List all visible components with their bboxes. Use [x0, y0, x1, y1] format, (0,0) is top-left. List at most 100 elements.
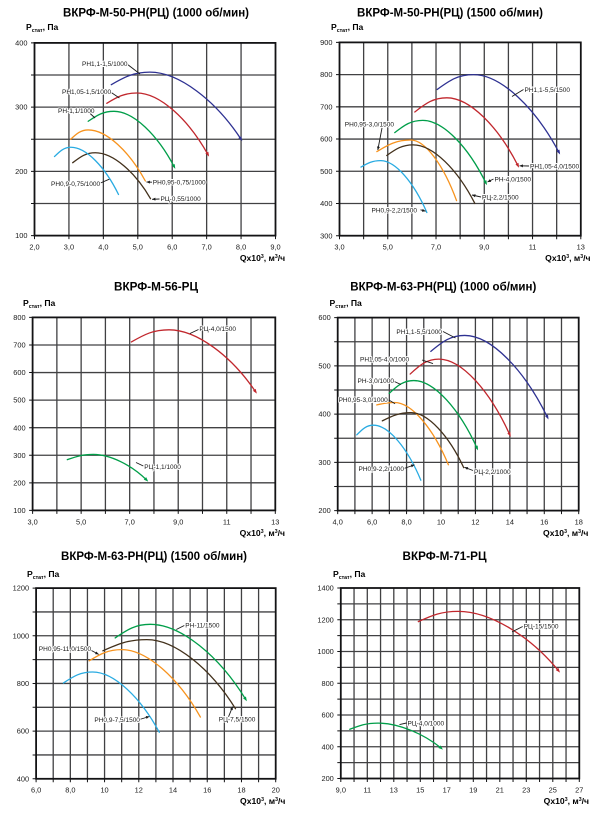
svg-text:700: 700 — [320, 102, 332, 111]
svg-text:ВКРФ-М-63-РН(РЦ) (1500 об/мин): ВКРФ-М-63-РН(РЦ) (1500 об/мин) — [61, 549, 247, 563]
svg-text:ВКРФ-М-50-РН(РЦ) (1000 об/мин): ВКРФ-М-50-РН(РЦ) (1000 об/мин) — [63, 5, 249, 19]
svg-text:8,0: 8,0 — [401, 518, 411, 527]
svg-text:27: 27 — [575, 785, 583, 794]
svg-text:Qx103, м3/ч: Qx103, м3/ч — [545, 253, 590, 263]
svg-text:РН0,95-11,0/1500: РН0,95-11,0/1500 — [39, 646, 92, 653]
svg-text:400: 400 — [13, 423, 25, 432]
svg-text:1400: 1400 — [317, 584, 333, 593]
svg-text:Qx103, м3/ч: Qx103, м3/ч — [544, 796, 589, 806]
svg-text:17: 17 — [443, 785, 451, 794]
svg-text:400: 400 — [15, 39, 27, 48]
svg-text:4,0: 4,0 — [98, 243, 108, 252]
svg-text:РН-4,0/1500: РН-4,0/1500 — [495, 176, 532, 183]
svg-text:ВКРФ-М-56-РЦ: ВКРФ-М-56-РЦ — [114, 280, 198, 294]
svg-text:700: 700 — [13, 341, 25, 350]
svg-text:РН0,95-3,0/1500: РН0,95-3,0/1500 — [345, 122, 395, 129]
svg-text:8,0: 8,0 — [65, 786, 75, 795]
svg-text:5,0: 5,0 — [383, 243, 393, 252]
svg-text:200: 200 — [15, 167, 27, 176]
svg-text:11: 11 — [363, 785, 371, 794]
svg-text:12: 12 — [135, 786, 143, 795]
svg-text:21: 21 — [496, 785, 504, 794]
svg-text:300: 300 — [15, 103, 27, 112]
svg-text:600: 600 — [320, 135, 332, 144]
svg-text:РН0,9-2,2/1000: РН0,9-2,2/1000 — [359, 466, 405, 473]
svg-text:3,0: 3,0 — [27, 517, 37, 526]
svg-text:РН-3,0/1000: РН-3,0/1000 — [358, 378, 395, 385]
svg-text:Рстат, Па: Рстат, Па — [331, 22, 364, 34]
svg-text:РН1,1-5,5/1500: РН1,1-5,5/1500 — [525, 87, 571, 94]
svg-text:Рстат, Па: Рстат, Па — [26, 22, 59, 34]
svg-text:600: 600 — [17, 727, 29, 736]
svg-text:1200: 1200 — [13, 584, 29, 593]
svg-text:Рстат, Па: Рстат, Па — [27, 569, 60, 581]
svg-text:6,0: 6,0 — [367, 518, 377, 527]
svg-text:РЦ-7,5/1500: РЦ-7,5/1500 — [219, 717, 256, 724]
svg-text:6,0: 6,0 — [31, 786, 41, 795]
svg-text:ВКРФ-М-71-РЦ: ВКРФ-М-71-РЦ — [403, 549, 487, 563]
svg-text:300: 300 — [13, 451, 25, 460]
svg-text:25: 25 — [549, 785, 557, 794]
svg-text:4,0: 4,0 — [333, 518, 343, 527]
svg-text:Qx103, м3/ч: Qx103, м3/ч — [240, 528, 285, 538]
svg-text:11: 11 — [529, 243, 537, 252]
svg-text:РЦ-2,2/1500: РЦ-2,2/1500 — [482, 195, 519, 202]
svg-text:9,0: 9,0 — [479, 243, 489, 252]
svg-text:1000: 1000 — [317, 647, 333, 656]
svg-text:18: 18 — [237, 786, 245, 795]
svg-text:12: 12 — [471, 518, 479, 527]
svg-text:14: 14 — [506, 518, 514, 527]
svg-text:Qx103, м3/ч: Qx103, м3/ч — [240, 796, 285, 806]
svg-text:Рстат, Па: Рстат, Па — [333, 569, 366, 581]
svg-text:РН0,95-3,0/1000: РН0,95-3,0/1000 — [339, 397, 389, 404]
svg-text:200: 200 — [321, 774, 333, 783]
svg-text:РН0,95-0,75/1000: РН0,95-0,75/1000 — [153, 180, 206, 187]
svg-text:ВКРФ-М-63-РН(РЦ) (1000 об/мин): ВКРФ-М-63-РН(РЦ) (1000 об/мин) — [350, 280, 536, 294]
svg-text:Рстат, Па: Рстат, Па — [23, 298, 56, 310]
svg-text:400: 400 — [17, 774, 29, 783]
svg-text:400: 400 — [321, 742, 333, 751]
svg-text:100: 100 — [15, 231, 27, 240]
svg-text:600: 600 — [13, 368, 25, 377]
svg-text:ВКРФ-М-50-РН(РЦ) (1500 об/мин): ВКРФ-М-50-РН(РЦ) (1500 об/мин) — [357, 5, 543, 19]
svg-text:5,0: 5,0 — [76, 517, 86, 526]
svg-text:9,0: 9,0 — [336, 785, 346, 794]
svg-text:500: 500 — [318, 361, 330, 370]
svg-text:15: 15 — [416, 785, 424, 794]
svg-text:500: 500 — [320, 167, 332, 176]
svg-text:1200: 1200 — [317, 615, 333, 624]
svg-text:13: 13 — [577, 243, 585, 252]
svg-text:РН1,05-1,5/1000: РН1,05-1,5/1000 — [62, 89, 112, 96]
svg-text:РЦ-0,55/1000: РЦ-0,55/1000 — [161, 196, 202, 203]
svg-text:800: 800 — [321, 679, 333, 688]
svg-text:23: 23 — [522, 785, 530, 794]
svg-text:РН-1,1/1000: РН-1,1/1000 — [58, 108, 95, 115]
svg-text:РЦ-15/1500: РЦ-15/1500 — [524, 624, 559, 631]
svg-text:14: 14 — [169, 786, 177, 795]
svg-text:18: 18 — [575, 518, 583, 527]
svg-text:РЦ-4,0/1500: РЦ-4,0/1500 — [199, 326, 236, 333]
svg-text:16: 16 — [203, 786, 211, 795]
svg-text:8,0: 8,0 — [236, 243, 246, 252]
svg-text:13: 13 — [390, 785, 398, 794]
svg-text:2,0: 2,0 — [29, 243, 39, 252]
svg-text:7,0: 7,0 — [201, 243, 211, 252]
svg-text:Qx103, м3/ч: Qx103, м3/ч — [543, 528, 588, 538]
svg-text:РН-11/1500: РН-11/1500 — [185, 623, 220, 630]
svg-text:РЦ-4,0/1000: РЦ-4,0/1000 — [408, 720, 445, 727]
svg-text:7,0: 7,0 — [125, 517, 135, 526]
svg-text:10: 10 — [437, 518, 445, 527]
svg-text:500: 500 — [13, 396, 25, 405]
svg-text:РЦ-2,2/1000: РЦ-2,2/1000 — [474, 469, 511, 476]
svg-text:600: 600 — [321, 711, 333, 720]
svg-text:900: 900 — [320, 38, 332, 47]
svg-text:Рстат, Па: Рстат, Па — [330, 298, 363, 310]
svg-text:5,0: 5,0 — [133, 243, 143, 252]
svg-text:Qx103, м3/ч: Qx103, м3/ч — [240, 253, 285, 263]
svg-text:РН1,05-4,0/1500: РН1,05-4,0/1500 — [530, 164, 580, 171]
svg-text:РН1,05-4,0/1000: РН1,05-4,0/1000 — [360, 357, 410, 364]
svg-text:6,0: 6,0 — [167, 243, 177, 252]
svg-text:10: 10 — [100, 786, 108, 795]
svg-text:800: 800 — [13, 313, 25, 322]
svg-text:РЦ-1,1/1000: РЦ-1,1/1000 — [144, 464, 181, 471]
